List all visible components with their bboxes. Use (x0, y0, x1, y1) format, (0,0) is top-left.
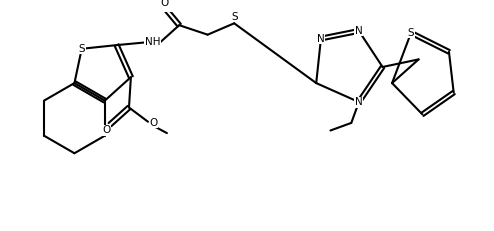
Text: O: O (102, 125, 110, 135)
Text: O: O (150, 118, 158, 128)
Text: S: S (79, 44, 85, 54)
Text: S: S (408, 28, 414, 38)
Text: N: N (355, 26, 363, 36)
Text: N: N (355, 97, 363, 107)
Text: S: S (231, 12, 238, 22)
Text: O: O (161, 0, 169, 8)
Text: NH: NH (145, 37, 161, 47)
Text: N: N (317, 33, 325, 43)
